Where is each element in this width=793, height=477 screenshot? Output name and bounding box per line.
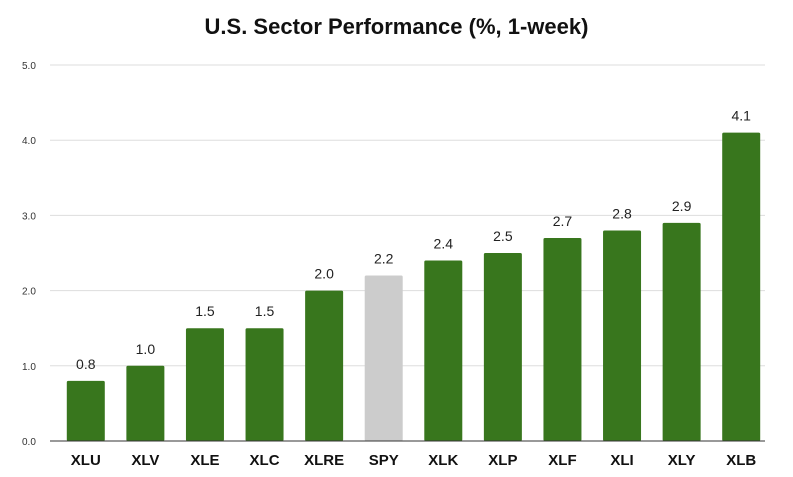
data-label-xlu: 0.8 bbox=[76, 356, 96, 372]
bar-spy bbox=[364, 275, 403, 441]
bar-xlb bbox=[722, 132, 761, 441]
y-tick-label: 5.0 bbox=[22, 61, 36, 72]
category-label-xli: XLI bbox=[610, 452, 633, 469]
data-label-spy: 2.2 bbox=[374, 251, 394, 267]
bar-xlk bbox=[424, 260, 463, 441]
bar-xli bbox=[603, 230, 642, 441]
category-label-xlp: XLP bbox=[488, 452, 517, 469]
data-label-xlp: 2.5 bbox=[493, 228, 513, 244]
bar-xlp bbox=[483, 253, 522, 441]
data-label-xle: 1.5 bbox=[195, 303, 215, 319]
category-label-xlc: XLC bbox=[250, 452, 280, 469]
category-label-xlb: XLB bbox=[726, 452, 756, 469]
category-label-xly: XLY bbox=[668, 452, 696, 469]
y-axis-ticks: 0.0 1.0 2.0 3.0 4.0 5.0 bbox=[22, 61, 36, 448]
category-label-xle: XLE bbox=[190, 452, 219, 469]
bar-xly bbox=[662, 222, 701, 441]
y-tick-label: 0.0 bbox=[22, 437, 36, 448]
data-label-xlk: 2.4 bbox=[434, 236, 454, 252]
y-tick-label: 3.0 bbox=[22, 211, 36, 222]
y-tick-label: 4.0 bbox=[22, 136, 36, 147]
gridlines bbox=[50, 64, 765, 367]
x-axis-categories: XLU XLV XLE XLC XLRE SPY XLK XLP XLF XLI XLY XLB bbox=[71, 452, 757, 469]
bar-xle bbox=[185, 328, 224, 441]
bar-xlu bbox=[66, 380, 105, 441]
category-label-xlf: XLF bbox=[548, 452, 576, 469]
bar-xlf bbox=[543, 237, 582, 441]
data-label-xlf: 2.7 bbox=[553, 213, 573, 229]
data-label-xly: 2.9 bbox=[672, 198, 692, 214]
data-label-xlc: 1.5 bbox=[255, 303, 275, 319]
category-label-xlv: XLV bbox=[131, 452, 159, 469]
data-label-xlre: 2.0 bbox=[314, 266, 334, 282]
bar-xlv bbox=[126, 365, 165, 441]
data-label-xlv: 1.0 bbox=[136, 341, 156, 357]
category-label-xlre: XLRE bbox=[304, 452, 344, 469]
category-label-spy: SPY bbox=[369, 452, 399, 469]
chart-title: U.S. Sector Performance (%, 1-week) bbox=[204, 14, 589, 39]
category-label-xlk: XLK bbox=[428, 452, 458, 469]
y-tick-label: 2.0 bbox=[22, 287, 36, 298]
bar-xlc bbox=[245, 328, 284, 441]
data-label-xlb: 4.1 bbox=[731, 108, 751, 124]
bars bbox=[66, 132, 761, 441]
bar-xlre bbox=[305, 290, 344, 441]
y-tick-label: 1.0 bbox=[22, 362, 36, 373]
category-label-xlu: XLU bbox=[71, 452, 101, 469]
data-label-xli: 2.8 bbox=[612, 205, 632, 221]
data-labels: 0.8 1.0 1.5 1.5 2.0 2.2 2.4 2.5 2.7 2.8 2.9 4.1 bbox=[76, 108, 751, 372]
